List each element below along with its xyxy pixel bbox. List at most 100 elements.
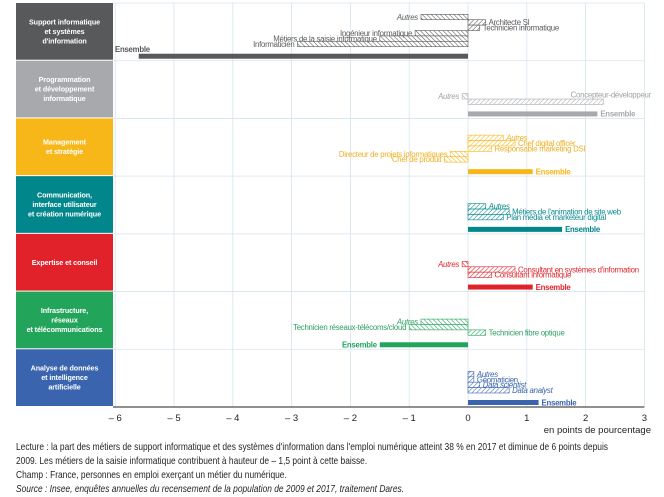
bar-label: Autres (505, 134, 527, 143)
bar-detail (467, 214, 504, 221)
x-tick-label: 0 (465, 413, 470, 424)
category-label: informatique (43, 94, 85, 103)
x-tick-label: – 3 (285, 413, 298, 424)
x-tick-label: 2 (583, 413, 588, 424)
bar-detail (444, 156, 469, 163)
bar-ensemble (468, 111, 598, 117)
bar-detail (467, 387, 510, 394)
bar-label: Autres (396, 318, 418, 327)
x-tick-label: 1 (524, 413, 529, 424)
category-label: interface utilisateur (32, 200, 97, 209)
ensemble-label: Ensemble (115, 45, 151, 54)
bar-detail (467, 271, 492, 278)
bar-ensemble (138, 53, 468, 59)
ensemble-label: Ensemble (600, 110, 636, 119)
bar-detail (408, 324, 469, 331)
category-label: et intelligence (41, 373, 88, 382)
bar-detail (420, 318, 469, 325)
ensemble-label: Ensemble (536, 283, 572, 292)
category-box (16, 60, 113, 118)
bar-ensemble (468, 226, 563, 232)
bar-label: Directeur de projets informatiques (339, 150, 448, 159)
bar-label: Consultant en systèmes d'information (518, 265, 639, 274)
bar-detail (450, 151, 469, 158)
x-axis-unit-label: en points de pourcentage (544, 425, 651, 436)
category-label: et télécommunications (27, 325, 103, 334)
bar-label: Géomaticien (477, 375, 518, 384)
bar-label: Data analyst (512, 386, 553, 395)
bar-label: Métiers de la saisie informatique (273, 34, 377, 43)
bar-label: Concepteur-développeur (571, 91, 652, 100)
bar-label: Chef de produit (392, 155, 443, 164)
bar-ensemble (468, 169, 533, 175)
category-label: d'information (42, 36, 86, 45)
source-note: Source : Insee, enquêtes annuelles du re… (16, 483, 405, 495)
category-label: Communication, (37, 191, 92, 200)
category-label: réseaux (51, 316, 78, 325)
notes: Lecture : la part des métiers de support… (16, 440, 608, 496)
x-tick-label: – 2 (344, 413, 357, 424)
category-label: et développement (35, 85, 95, 94)
bar-detail (467, 134, 504, 141)
bar-label: Data scientist (483, 381, 527, 390)
category-label: Infrastructure, (41, 306, 88, 315)
bar-detail (461, 93, 469, 100)
category-box (16, 291, 113, 349)
bar-label: Autres (437, 260, 459, 269)
bar-detail (467, 371, 475, 378)
category-label: Management (43, 138, 87, 147)
bar-detail (461, 261, 469, 268)
category-label: artificielle (48, 383, 80, 392)
bars (138, 14, 604, 405)
x-tick-label: – 4 (226, 413, 239, 424)
champ-note: Champ : France, personnes en emploi exer… (16, 469, 287, 481)
category-box (16, 176, 113, 233)
bar-ensemble (379, 342, 468, 348)
x-tick-label: – 6 (109, 413, 122, 424)
category-box (16, 349, 113, 406)
bar-label: Technicien réseaux-télécoms/cloud (293, 323, 406, 332)
bar-label: Plan média et marketeur digital (506, 213, 606, 222)
bar-label: Informaticien (253, 40, 294, 49)
bar-label: Technicien informatique (483, 24, 559, 33)
category-label: et stratégie (46, 147, 83, 156)
bar-detail (467, 376, 475, 383)
bar-detail (467, 329, 486, 336)
lecture-note-line: 2009. Les métiers de la saisie informati… (16, 455, 368, 467)
bar-label: Architecte SI (489, 18, 530, 27)
bar-detail (467, 98, 604, 105)
lecture-note-line: Lecture : la part des métiers de support… (16, 441, 609, 453)
bar-label: Ingénieur informatique (340, 29, 412, 38)
bar-label: Technicien fibre optique (489, 328, 565, 337)
category-box (16, 3, 113, 60)
category-box (16, 118, 113, 176)
category-label: Programmation (39, 75, 91, 84)
x-tick-label: 3 (642, 413, 647, 424)
bar-detail (467, 145, 492, 152)
bar-label: Métiers de l'animation de site web (512, 208, 622, 217)
bar-label: Autres (437, 92, 459, 101)
ensemble-label: Ensemble (536, 167, 572, 176)
category-label: et création numérique (28, 210, 101, 219)
bar-ensemble (468, 400, 539, 405)
bar-detail (414, 30, 469, 37)
grid (113, 2, 645, 407)
ensemble-label: Ensemble (565, 225, 601, 234)
bar-label: Autres (396, 13, 418, 22)
bar-detail (467, 203, 486, 210)
category-label: Support informatique (29, 17, 100, 26)
bar-detail (297, 41, 469, 48)
x-axis: – 6 – 5 – 4 – 3 – 2 – 1 0 1 2 3 (109, 406, 647, 424)
x-tick-label: – 5 (167, 413, 180, 424)
bar-label: Responsable marketing DSI (495, 144, 586, 153)
ensemble-label: Ensemble (342, 341, 378, 350)
bar-label: Consultant informatique (495, 271, 572, 280)
ensemble-label: Ensemble (542, 398, 578, 407)
category-label: Expertise et conseil (32, 258, 98, 267)
bar-detail (467, 24, 481, 31)
bar-ensemble (468, 284, 533, 290)
x-tick-label: – 1 (403, 413, 416, 424)
